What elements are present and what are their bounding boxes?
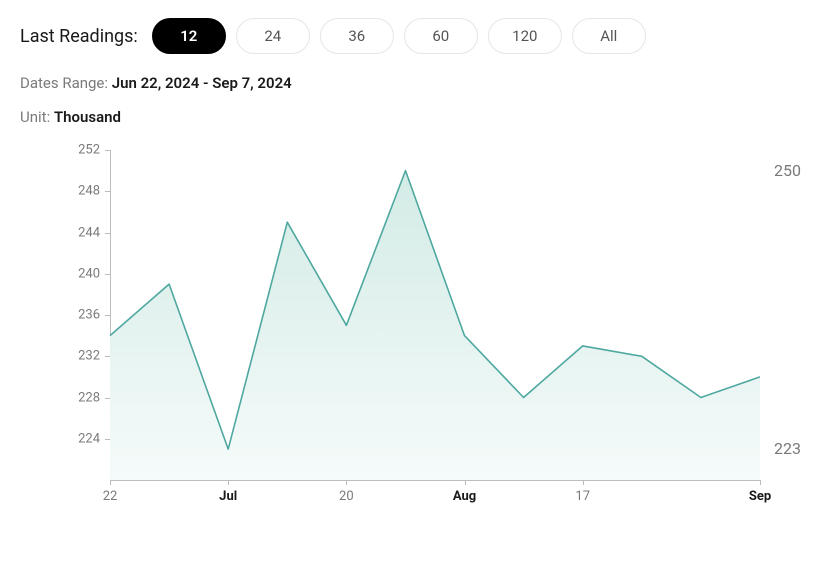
- y-right-bottom: 223: [774, 441, 824, 457]
- dates-range-label: Dates Range:: [20, 74, 108, 92]
- readings-tab-24[interactable]: 24: [236, 18, 310, 54]
- tabs-holder: 12 24 36 60 120 All: [152, 18, 646, 54]
- x-tick: 17: [575, 490, 590, 503]
- unit-line: Unit: Thousand: [20, 108, 808, 126]
- readings-tabs-row: Last Readings: 12 24 36 60 120 All: [20, 18, 808, 54]
- x-tick: Jul: [219, 490, 237, 503]
- x-tick: 20: [339, 490, 354, 503]
- chart-series: [20, 136, 762, 482]
- x-tick: 22: [103, 490, 118, 503]
- area-fill: [110, 171, 760, 480]
- readings-tab-12[interactable]: 12: [152, 18, 226, 54]
- readings-tab-120[interactable]: 120: [488, 18, 562, 54]
- readings-tab-60[interactable]: 60: [404, 18, 478, 54]
- chart: 22422823223624024424825225022322Jul20Aug…: [20, 136, 808, 536]
- dates-range-line: Dates Range: Jun 22, 2024 - Sep 7, 2024: [20, 74, 808, 92]
- unit-value: Thousand: [54, 108, 121, 126]
- readings-tab-36[interactable]: 36: [320, 18, 394, 54]
- readings-tab-all[interactable]: All: [572, 18, 646, 54]
- x-tick: Sep: [749, 490, 771, 503]
- x-tick: Aug: [453, 490, 476, 503]
- dates-range-value: Jun 22, 2024 - Sep 7, 2024: [112, 74, 292, 92]
- unit-label: Unit:: [20, 108, 50, 126]
- readings-label: Last Readings:: [20, 26, 138, 47]
- y-right-top: 250: [774, 163, 824, 179]
